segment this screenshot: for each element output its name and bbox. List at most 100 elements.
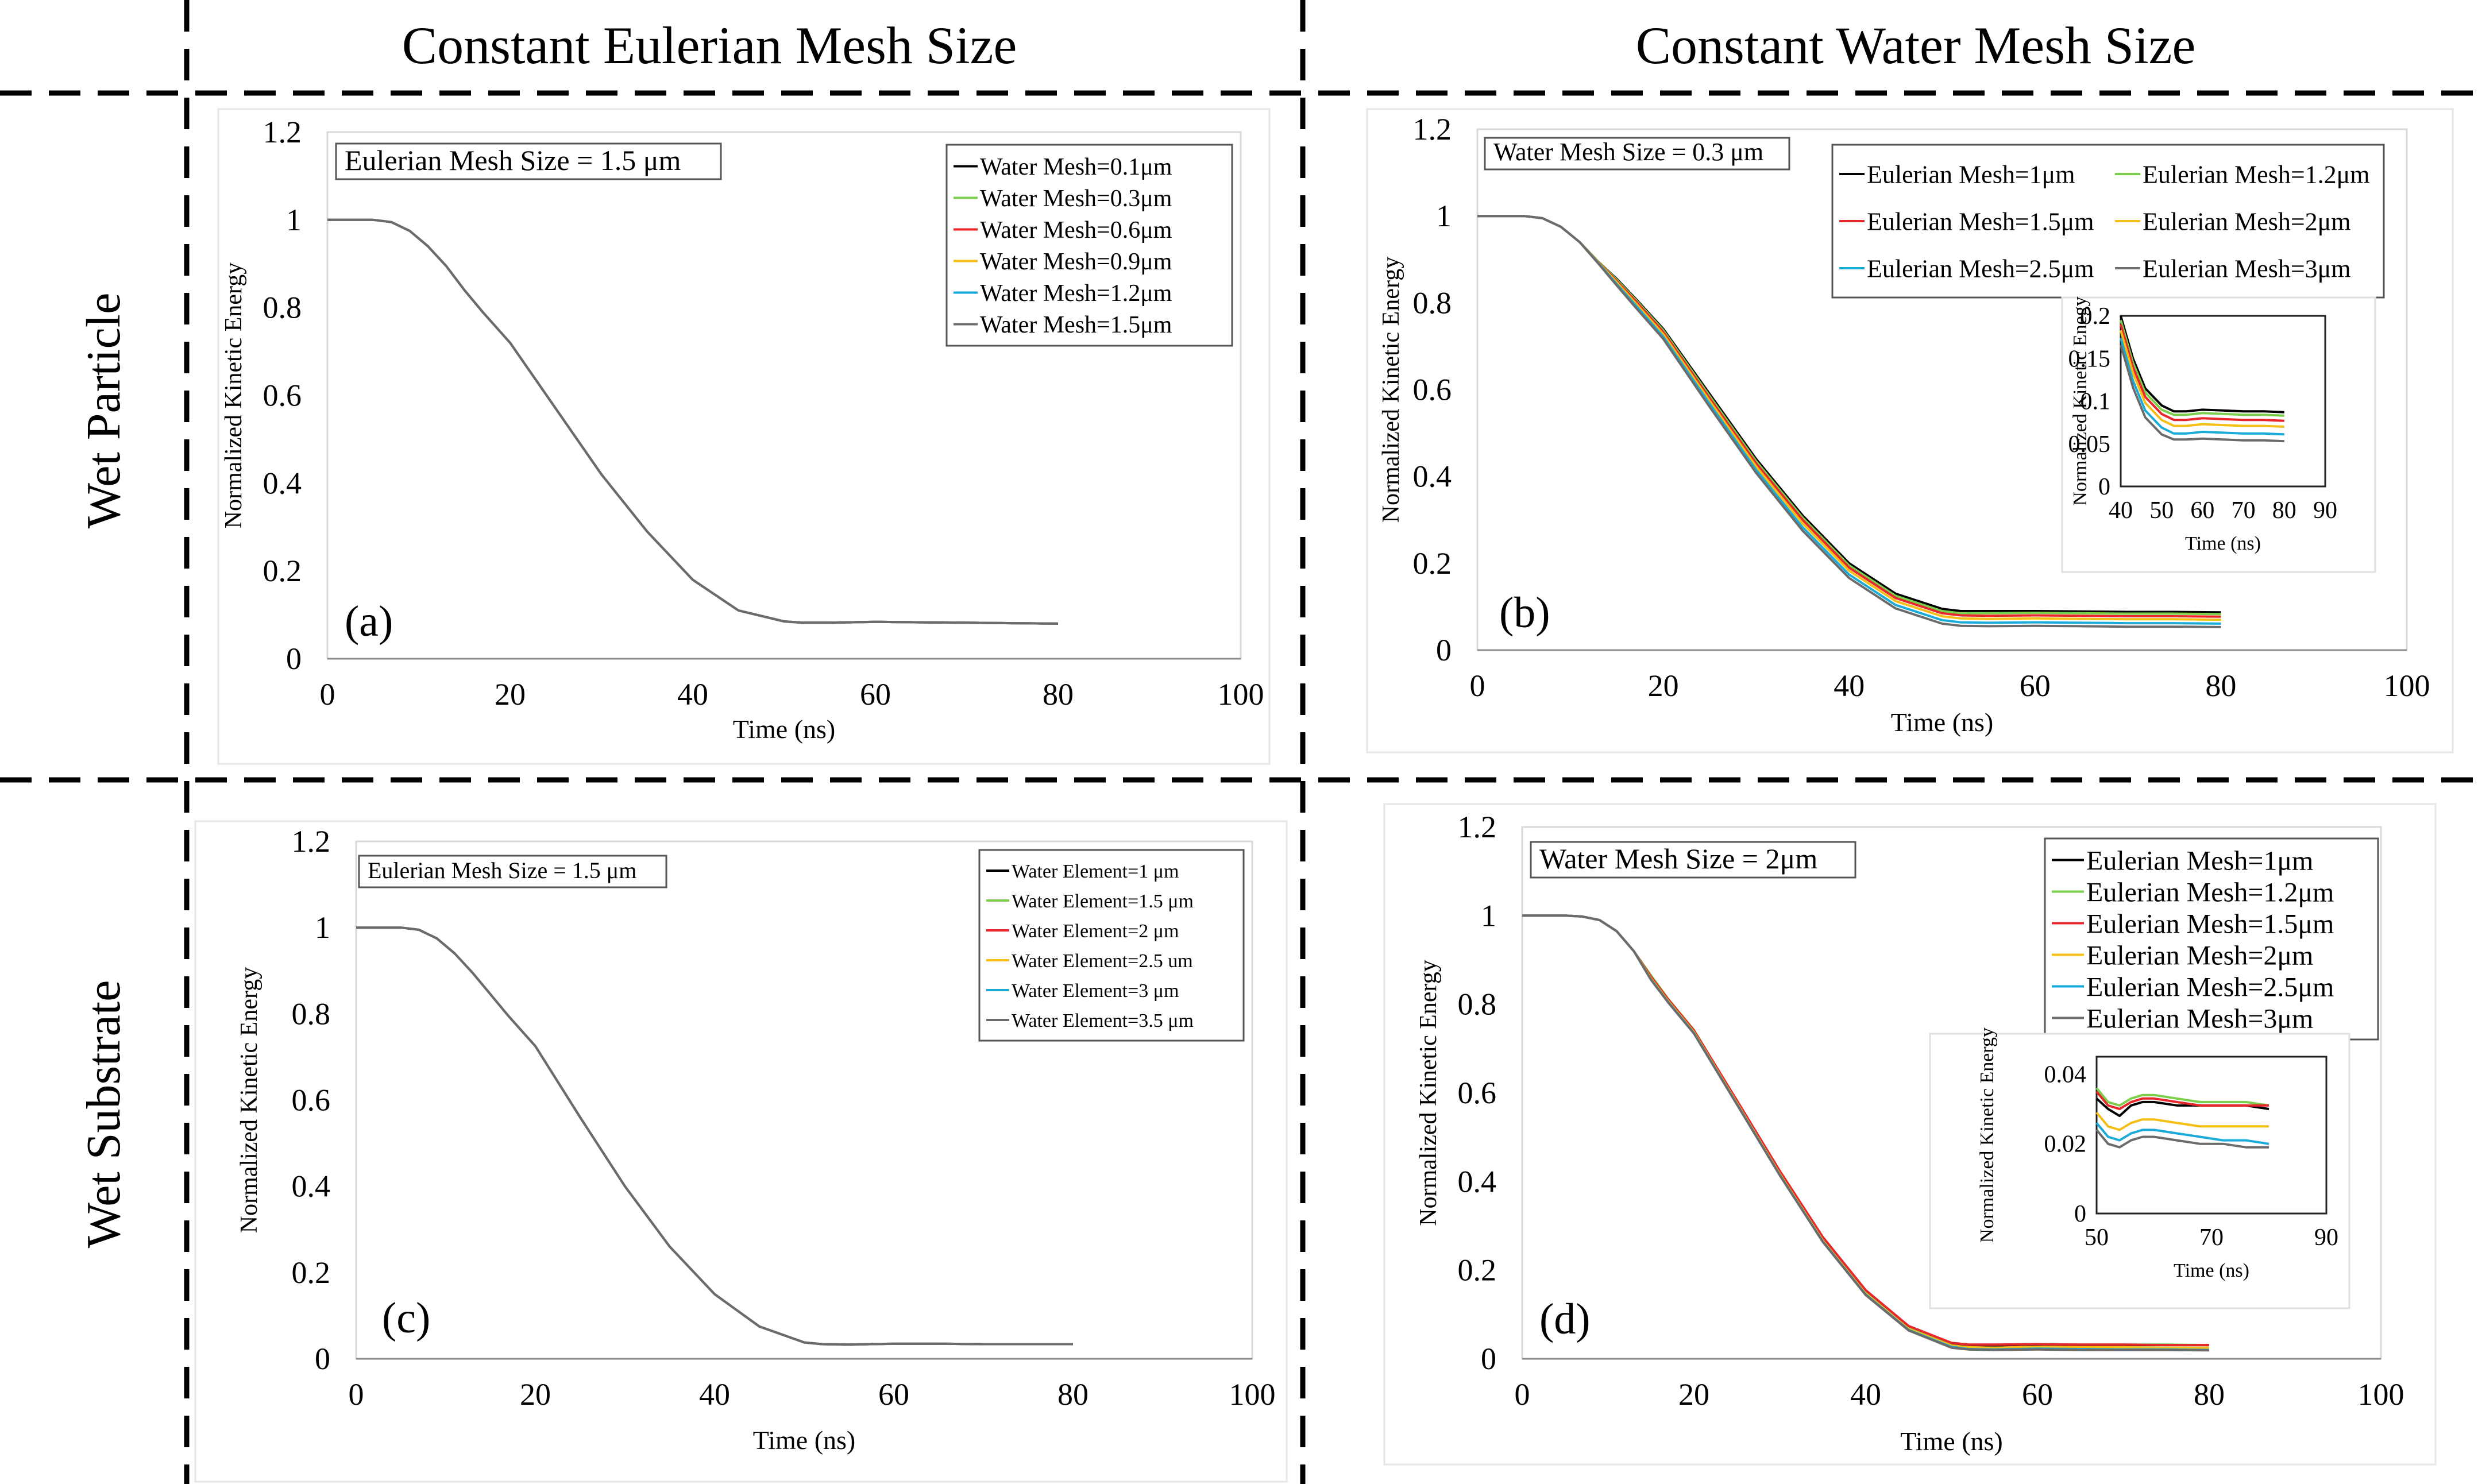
x-axis-label: Time (ns) [1891,708,1994,737]
legend-entry: Water Mesh=0.1μm [980,154,1172,180]
x-tick-label: 40 [677,677,708,712]
inset-series-line-3 [2120,324,2284,422]
inset-x-tick-label: 60 [2190,497,2214,524]
y-tick-label: 1.2 [1458,810,1497,844]
inset-y-tick-label: 0.02 [2044,1131,2087,1158]
annotation-text: Water Mesh Size = 0.3 μm [1493,138,1763,166]
y-tick-label: 1.2 [292,824,331,859]
legend-entry: Water Mesh=1.2μm [980,280,1172,307]
x-tick-label: 0 [1470,668,1485,703]
inset-series-line-6 [2120,344,2284,443]
inset-y-tick-label: 0.05 [2068,431,2111,458]
y-tick-label: 0.8 [1413,285,1452,320]
x-tick-label: 80 [2194,1377,2225,1412]
x-tick-label: 60 [878,1377,909,1412]
series-line-6 [1522,914,2210,1352]
y-tick-label: 0.8 [263,291,302,325]
legend-entry: Eulerian Mesh=1.5μm [1867,207,2094,235]
inset-x-tick-label: 50 [2085,1224,2109,1251]
series-line-5 [356,926,1073,1346]
inset-frame [1929,1033,2350,1309]
panel-label: (d) [1539,1295,1591,1343]
inset-series-line-5 [2095,1122,2269,1145]
legend-entry: Water Mesh=0.3μm [980,186,1172,212]
y-axis-label: Normalized Kinetic Energy [221,262,247,528]
panel-label: (c) [382,1294,430,1342]
x-axis-label: Time (ns) [1900,1427,2003,1456]
x-tick-label: 60 [860,677,891,712]
y-tick-label: 1 [1436,199,1452,233]
inset-plot-area [2120,315,2326,488]
inset-x-axis-label: Time (ns) [2185,533,2261,554]
chart-c: 0 0.2 0.4 0.6 0.8 1 1.2 0 20 40 60 80 100 Time (ns) No… [236,824,1276,1455]
legend-entry: Eulerian Mesh=1.2μm [2143,160,2369,188]
legend-entry: Water Element=2 μm [1012,921,1179,942]
legend-entry: Eulerian Mesh=2.5μm [2086,972,2334,1002]
legend [2044,837,2379,1041]
y-tick-label: 1 [315,910,330,945]
x-tick-label: 0 [320,677,335,712]
y-axis-label: Normalized Kinetic Energy [1415,960,1442,1226]
y-tick-label: 0 [1481,1342,1496,1376]
y-tick-label: 0.6 [1458,1076,1497,1110]
inset-x-tick-label: 90 [2314,1224,2338,1251]
legend-entry: Eulerian Mesh=2μm [2086,940,2313,971]
inset-y-axis-label: Normalized Kinetic Energy [1977,1027,1998,1243]
legend-entry: Eulerian Mesh=1.5μm [2086,909,2334,939]
inset-series-line-6 [2095,1129,2269,1149]
y-tick-label: 0.8 [292,996,331,1031]
inset-x-tick-label: 80 [2272,497,2296,524]
legend-entry: Water Element=1 μm [1012,861,1179,882]
annotation-box [358,855,667,888]
y-tick-label: 1 [286,203,302,237]
x-tick-label: 60 [2020,668,2051,703]
x-axis-label: Time (ns) [733,714,836,744]
inset-y-tick-label: 0.2 [2081,303,2111,330]
y-tick-label: 0.4 [1413,459,1452,494]
column-title-left: Constant Eulerian Mesh Size [402,16,1017,75]
inset-series-line-2 [2095,1087,2269,1107]
legend-entry: Eulerian Mesh=1μm [2086,845,2313,876]
series-line-6 [327,218,1059,625]
y-tick-label: 1 [1481,898,1496,933]
y-tick-label: 0.2 [263,554,302,588]
inset-frame [2061,296,2376,573]
x-tick-label: 40 [699,1377,730,1412]
x-tick-label: 100 [1218,677,1264,712]
annotation-box [1530,841,1856,879]
series-line-2 [356,926,1073,1346]
annotation-text: Eulerian Mesh Size = 1.5 μm [368,857,636,883]
panel-b-frame [1366,108,2454,753]
y-tick-label: 0 [286,641,302,676]
y-tick-label: 0.2 [1458,1253,1497,1288]
x-tick-label: 40 [1834,668,1865,703]
inset-series-line-2 [2120,319,2284,417]
legend-entry: Water Element=1.5 μm [1012,891,1194,912]
legend-entry: Eulerian Mesh=2μm [2143,207,2350,235]
y-tick-label: 0.6 [263,378,302,413]
inset-x-axis-label: Time (ns) [2174,1260,2249,1281]
series-line-6 [1477,215,2221,628]
annotation-box [1484,137,1790,171]
inset-series-line-5 [2120,338,2284,436]
inset-plot-area [2095,1056,2328,1215]
y-tick-label: 1.2 [263,115,302,149]
series-line-6 [356,926,1073,1346]
legend-entry: Eulerian Mesh=3μm [2143,254,2350,283]
panel-label: (b) [1499,589,1550,637]
x-tick-label: 0 [349,1377,364,1412]
x-tick-label: 20 [520,1377,551,1412]
y-tick-label: 0.6 [292,1083,331,1118]
inset-x-tick-label: 50 [2149,497,2174,524]
inset-y-tick-label: 0 [2074,1201,2086,1227]
y-tick-label: 0 [315,1342,330,1376]
series-line-4 [356,926,1073,1346]
x-axis-label: Time (ns) [753,1425,856,1455]
chart-a: 0 0.2 0.4 0.6 0.8 1 1.2 0 20 40 60 80 100 Time (ns) No… [221,115,1264,744]
y-tick-label: 0.4 [263,466,302,500]
y-tick-label: 0.2 [1413,546,1452,581]
legend-entry: Water Element=3 μm [1012,980,1179,1002]
inset-x-tick-label: 40 [2109,497,2133,524]
x-tick-label: 80 [1057,1377,1089,1412]
